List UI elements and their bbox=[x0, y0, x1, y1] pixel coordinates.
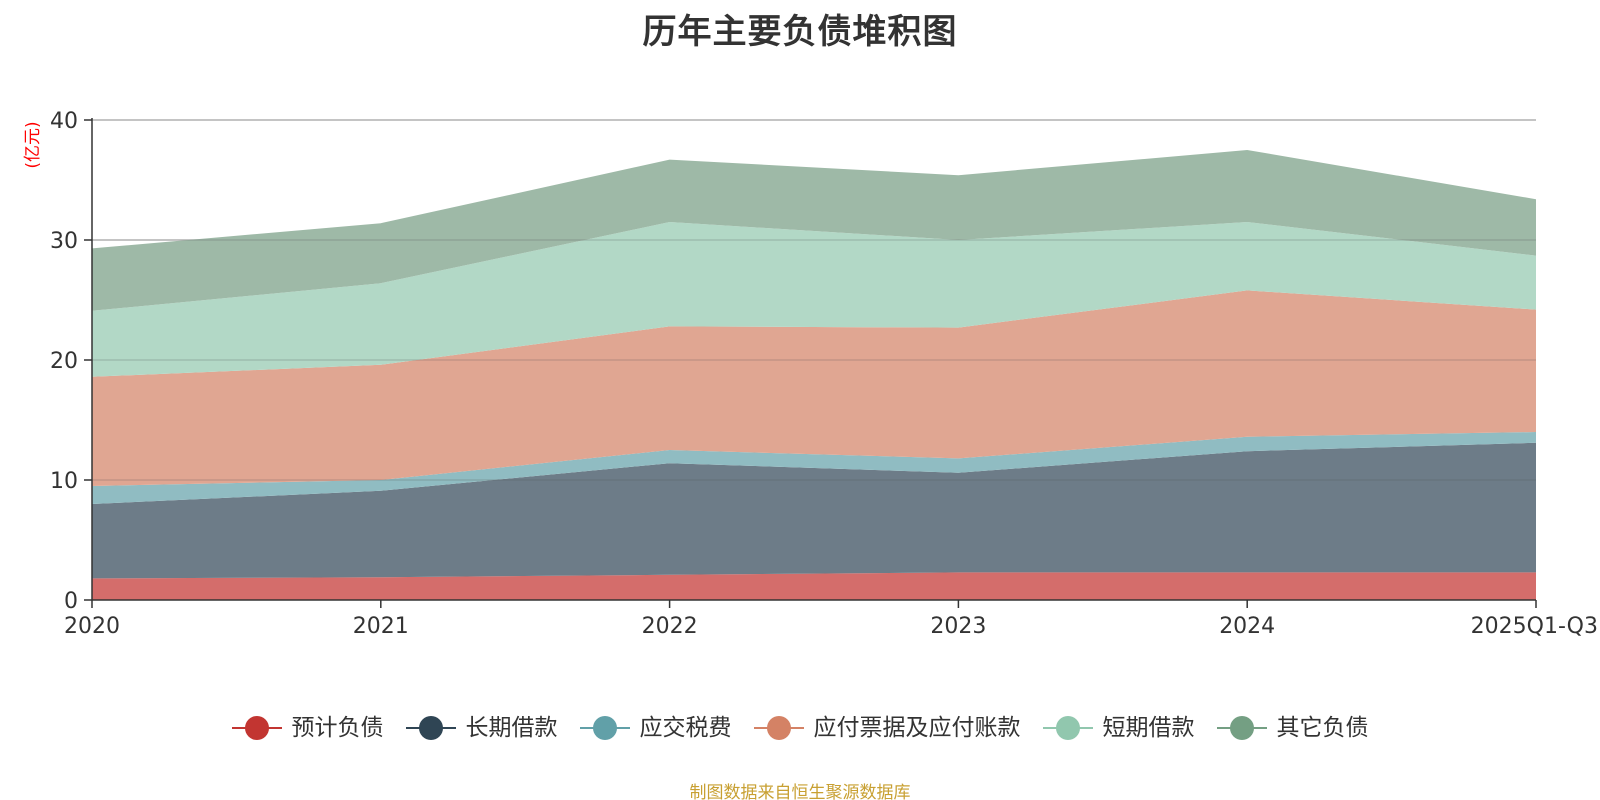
y-tick-label: 40 bbox=[50, 109, 78, 134]
x-tick-label: 2024 bbox=[1219, 614, 1275, 639]
legend-marker-icon bbox=[753, 716, 804, 740]
area-series-5[interactable] bbox=[92, 150, 1536, 311]
legend-label: 其它负债 bbox=[1276, 714, 1369, 741]
y-tick-label: 20 bbox=[50, 349, 78, 374]
legend-marker-icon bbox=[405, 716, 456, 740]
y-axis-unit-label: (亿元) bbox=[23, 121, 43, 168]
chart-title: 历年主要负债堆积图 bbox=[642, 12, 958, 52]
legend-marker-icon bbox=[231, 716, 282, 740]
x-tick-label: 2022 bbox=[642, 614, 698, 639]
area-series-4[interactable] bbox=[92, 222, 1536, 377]
legend-item-2[interactable]: 应交税费 bbox=[579, 714, 732, 741]
area-series-2[interactable] bbox=[92, 432, 1536, 504]
axes: 0 10 20 30 40 2020 2021 2022 2023 2024 2025Q1-Q3 bbox=[50, 109, 1598, 639]
legend-label: 应交税费 bbox=[639, 714, 732, 741]
legend-dot bbox=[766, 716, 791, 740]
data-source-note: 制图数据来自恒生聚源数据库 bbox=[689, 783, 911, 800]
legend-dot bbox=[418, 716, 443, 740]
legend-label: 预计负债 bbox=[291, 714, 384, 741]
legend-label: 短期借款 bbox=[1102, 714, 1195, 741]
legend-dot bbox=[592, 716, 617, 740]
legend-dot bbox=[244, 716, 269, 740]
x-tick-label: 2020 bbox=[64, 614, 120, 639]
area-series-1[interactable] bbox=[92, 442, 1536, 579]
area-series-3[interactable] bbox=[92, 290, 1536, 486]
legend-dot bbox=[1055, 716, 1080, 740]
x-tick-label: 2023 bbox=[930, 614, 986, 639]
legend-marker-icon bbox=[1042, 716, 1093, 740]
legend-label: 长期借款 bbox=[465, 714, 558, 741]
legend-marker-icon bbox=[579, 716, 630, 740]
legend-dot bbox=[1229, 716, 1254, 740]
x-tick-label: 2021 bbox=[353, 614, 409, 639]
legend-item-1[interactable]: 长期借款 bbox=[405, 714, 558, 741]
legend: 预计负债 长期借款 应交税费 应付票据及应付账款 短期借款 其它负债 bbox=[0, 716, 1600, 740]
y-tick-label: 0 bbox=[64, 589, 78, 614]
legend-label: 应付票据及应付账款 bbox=[813, 714, 1021, 741]
y-tick-label: 30 bbox=[50, 229, 78, 254]
area-series-0[interactable] bbox=[92, 572, 1536, 600]
x-tick-label: 2025Q1-Q3 bbox=[1471, 614, 1598, 639]
legend-item-5[interactable]: 其它负债 bbox=[1216, 714, 1369, 741]
y-tick-label: 10 bbox=[50, 469, 78, 494]
legend-item-3[interactable]: 应付票据及应付账款 bbox=[753, 714, 1021, 741]
legend-item-0[interactable]: 预计负债 bbox=[231, 714, 384, 741]
area-series bbox=[92, 119, 1536, 600]
legend-marker-icon bbox=[1216, 716, 1267, 740]
legend-item-4[interactable]: 短期借款 bbox=[1042, 714, 1195, 741]
